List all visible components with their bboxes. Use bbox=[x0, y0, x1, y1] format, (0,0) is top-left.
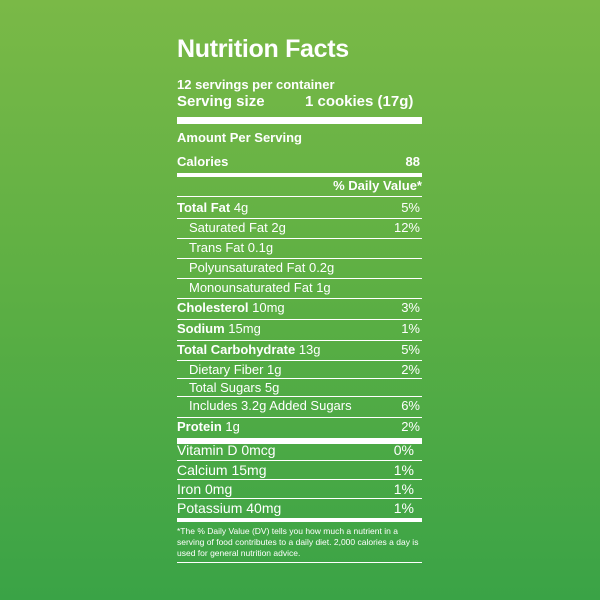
nutrient-row: Saturated Fat 2g 12% bbox=[177, 220, 422, 240]
row-divider bbox=[177, 218, 422, 219]
row-divider bbox=[177, 460, 422, 461]
row-divider bbox=[177, 378, 422, 379]
row-divider bbox=[177, 278, 422, 279]
thick-divider bbox=[177, 117, 422, 124]
nutrient-name: Saturated Fat 2g bbox=[189, 220, 286, 235]
nutrient-daily-value: 12% bbox=[393, 220, 420, 235]
serving-size-value: 1 cookies (17g) bbox=[305, 93, 414, 110]
calories-label: Calories bbox=[177, 154, 229, 169]
nutrient-name: Total Sugars 5g bbox=[189, 380, 280, 395]
nutrient-bold-name: Sodium bbox=[177, 321, 225, 336]
nutrient-name: Total Carbohydrate 13g bbox=[177, 342, 321, 358]
row-divider bbox=[177, 238, 422, 239]
nutrient-row: Total Fat 4g 5% bbox=[177, 200, 422, 220]
vitamin-daily-value: 1% bbox=[393, 500, 414, 516]
nutrient-name: Dietary Fiber 1g bbox=[189, 362, 282, 377]
nutrient-row: Protein 1g 2% bbox=[177, 419, 422, 439]
thick-divider-bottom bbox=[177, 438, 422, 444]
vitamin-daily-value: 0% bbox=[393, 442, 414, 458]
nutrient-name: Monounsaturated Fat 1g bbox=[189, 280, 331, 295]
nutrient-daily-value: 1% bbox=[401, 321, 420, 336]
vitamin-name: Potassium 40mg bbox=[177, 500, 282, 516]
row-divider bbox=[177, 396, 422, 397]
row-divider bbox=[177, 340, 422, 341]
calories-value: 88 bbox=[405, 154, 420, 169]
nutrient-bold-name: Protein bbox=[177, 419, 222, 434]
nutrient-row: Cholesterol 10mg 3% bbox=[177, 300, 422, 320]
nutrient-row: Trans Fat 0.1g bbox=[177, 240, 422, 260]
nutrient-bold-name: Total Carbohydrate bbox=[177, 342, 296, 357]
medium-divider-bottom bbox=[177, 518, 422, 522]
vitamin-row: Vitamin D 0mcg 0% bbox=[177, 442, 422, 462]
nutrient-row: Monounsaturated Fat 1g bbox=[177, 280, 422, 300]
nutrient-daily-value: 5% bbox=[401, 342, 420, 357]
daily-value-header: % Daily Value* bbox=[333, 178, 422, 193]
nutrient-bold-name: Cholesterol bbox=[177, 300, 249, 315]
nutrient-row: Dietary Fiber 1g 2% bbox=[177, 362, 422, 382]
divider bbox=[177, 196, 422, 197]
nutrient-amount: 13g bbox=[295, 342, 321, 357]
row-divider bbox=[177, 498, 422, 499]
nutrient-name: Cholesterol 10mg bbox=[177, 300, 285, 316]
row-divider bbox=[177, 479, 422, 480]
vitamin-row: Iron 0mg 1% bbox=[177, 481, 422, 501]
nutrition-facts-label: Nutrition Facts 12 servings per containe… bbox=[177, 0, 422, 600]
nutrient-amount: 10mg bbox=[248, 300, 285, 315]
nutrient-name: Polyunsaturated Fat 0.2g bbox=[189, 260, 335, 275]
amount-per-serving: Amount Per Serving bbox=[177, 130, 302, 145]
serving-size-label: Serving size bbox=[177, 93, 265, 110]
nutrient-amount: 4g bbox=[230, 200, 249, 215]
nutrient-daily-value: 5% bbox=[401, 200, 420, 215]
nutrient-name: Sodium 15mg bbox=[177, 321, 261, 337]
nutrient-row: Sodium 15mg 1% bbox=[177, 321, 422, 341]
nutrient-name: Trans Fat 0.1g bbox=[189, 240, 274, 255]
row-divider bbox=[177, 258, 422, 259]
nutrient-row: Includes 3.2g Added Sugars 6% bbox=[177, 398, 422, 418]
nutrient-row: Total Sugars 5g bbox=[177, 380, 422, 400]
vitamin-row: Calcium 15mg 1% bbox=[177, 462, 422, 482]
nutrient-daily-value: 2% bbox=[401, 362, 420, 377]
vitamin-row: Potassium 40mg 1% bbox=[177, 500, 422, 520]
medium-divider bbox=[177, 173, 422, 177]
vitamin-name: Iron 0mg bbox=[177, 481, 233, 497]
nutrient-name: Total Fat 4g bbox=[177, 200, 248, 216]
nutrient-bold-name: Total Fat bbox=[177, 200, 231, 215]
nutrient-row: Polyunsaturated Fat 0.2g bbox=[177, 260, 422, 280]
row-divider bbox=[177, 298, 422, 299]
servings-per-container: 12 servings per container bbox=[177, 77, 335, 92]
nutrient-amount: 15mg bbox=[224, 321, 261, 336]
nutrient-name: Includes 3.2g Added Sugars bbox=[189, 398, 352, 413]
row-divider bbox=[177, 417, 422, 418]
nutrient-name: Protein 1g bbox=[177, 419, 240, 435]
nutrient-daily-value: 2% bbox=[401, 419, 420, 434]
row-divider bbox=[177, 360, 422, 361]
row-divider bbox=[177, 319, 422, 320]
nutrient-daily-value: 6% bbox=[401, 398, 420, 413]
nutrient-daily-value: 3% bbox=[401, 300, 420, 315]
nutrient-row: Total Carbohydrate 13g 5% bbox=[177, 342, 422, 362]
calories-row: Calories 88 bbox=[177, 154, 422, 169]
footnote: *The % Daily Value (DV) tells you how mu… bbox=[177, 526, 419, 558]
vitamin-daily-value: 1% bbox=[393, 481, 414, 497]
nutrient-amount: 1g bbox=[221, 419, 240, 434]
vitamin-daily-value: 1% bbox=[393, 462, 414, 478]
vitamin-name: Vitamin D 0mcg bbox=[177, 442, 276, 458]
label-title: Nutrition Facts bbox=[177, 35, 349, 63]
footer-divider bbox=[177, 562, 422, 563]
vitamin-name: Calcium 15mg bbox=[177, 462, 267, 478]
